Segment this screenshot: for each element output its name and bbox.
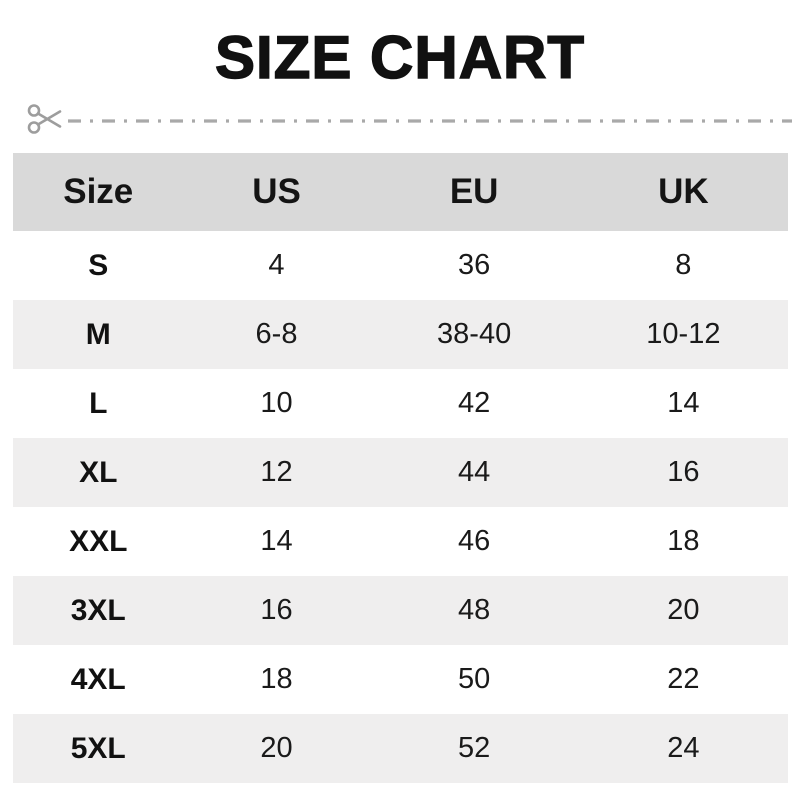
table-row: 4XL 18 50 22	[13, 645, 788, 714]
table-row: S 4 36 8	[13, 231, 788, 300]
size-cell: S	[88, 248, 109, 282]
column-header-size: Size	[13, 153, 184, 231]
uk-cell: 22	[667, 663, 700, 695]
size-chart-table: Size US EU UK S 4 36 8 M 6-8 38-40 10-12…	[13, 153, 788, 783]
size-cell: M	[85, 317, 111, 351]
size-cell: L	[89, 386, 108, 420]
size-cell: XL	[79, 455, 118, 489]
eu-cell: 52	[457, 732, 491, 764]
column-header-us: US	[183, 153, 370, 231]
eu-cell: 36	[457, 249, 491, 281]
table-row: 5XL 20 52 24	[13, 714, 788, 783]
us-cell: 10	[260, 387, 293, 419]
cut-line	[26, 102, 792, 140]
eu-cell: 46	[457, 525, 491, 557]
table-row: M 6-8 38-40 10-12	[13, 300, 788, 369]
eu-cell: 44	[457, 456, 491, 488]
eu-cell: 50	[457, 663, 491, 695]
eu-cell: 48	[457, 594, 491, 626]
uk-cell: 14	[667, 387, 700, 419]
us-cell: 20	[260, 732, 293, 764]
column-header-uk: UK	[578, 153, 788, 231]
uk-cell: 8	[675, 249, 692, 281]
table-header: Size US EU UK	[13, 153, 788, 231]
us-cell: 16	[260, 594, 293, 626]
table-row: XXL 14 46 18	[13, 507, 788, 576]
dash-dot-line	[68, 119, 792, 123]
size-cell: XXL	[69, 524, 128, 558]
uk-cell: 10-12	[646, 318, 721, 350]
table-row: 3XL 16 48 20	[13, 576, 788, 645]
size-cell: 4XL	[70, 662, 126, 696]
column-header-eu: EU	[369, 153, 579, 231]
table-body: S 4 36 8 M 6-8 38-40 10-12 L 10 42 14 XL…	[13, 231, 788, 783]
us-cell: 4	[268, 249, 285, 281]
uk-cell: 18	[667, 525, 700, 557]
uk-cell: 16	[667, 456, 700, 488]
table-row: XL 12 44 16	[13, 438, 788, 507]
uk-cell: 24	[667, 732, 700, 764]
header-row: Size US EU UK	[13, 153, 788, 231]
us-cell: 12	[260, 456, 293, 488]
scissors-icon	[26, 101, 64, 142]
size-cell: 3XL	[70, 593, 126, 627]
us-cell: 18	[260, 663, 293, 695]
page-title: SIZE CHART	[214, 24, 585, 91]
table-row: L 10 42 14	[13, 369, 788, 438]
us-cell: 14	[260, 525, 293, 557]
us-cell: 6-8	[255, 318, 298, 350]
eu-cell: 38-40	[437, 318, 512, 350]
uk-cell: 20	[667, 594, 700, 626]
eu-cell: 42	[457, 387, 491, 419]
size-cell: 5XL	[70, 731, 126, 765]
